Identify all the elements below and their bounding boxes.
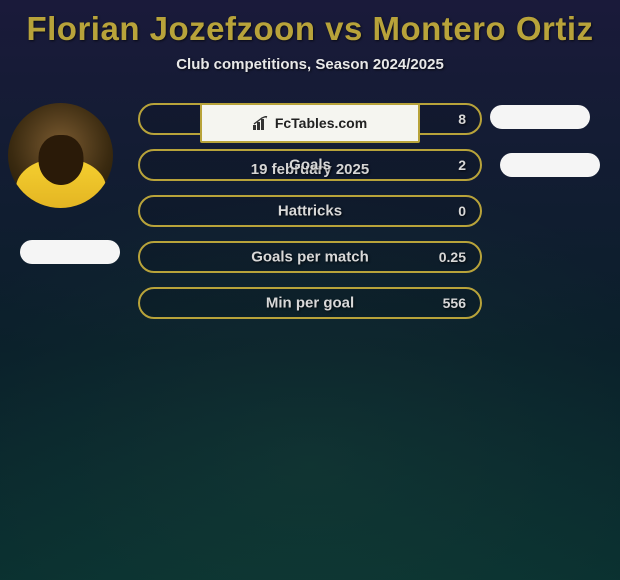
subtitle: Club competitions, Season 2024/2025 <box>0 56 620 73</box>
stat-value: 8 <box>458 111 466 127</box>
chart-icon <box>253 116 271 130</box>
stat-label: Goals per match <box>140 249 480 266</box>
stat-value: 0.25 <box>439 249 466 265</box>
stat-label: Min per goal <box>140 295 480 312</box>
stat-row: Goals2 <box>138 149 482 181</box>
player-left-avatar <box>8 103 113 208</box>
source-logo-text: FcTables.com <box>275 115 367 131</box>
player-left-name-pill <box>20 240 120 264</box>
stat-value: 0 <box>458 203 466 219</box>
stat-row: Min per goal556 <box>138 287 482 319</box>
stat-value: 2 <box>458 157 466 173</box>
stat-row: Hattricks0 <box>138 195 482 227</box>
stat-value: 556 <box>443 295 466 311</box>
source-logo[interactable]: FcTables.com <box>200 103 420 143</box>
stat-label: Goals <box>140 157 480 174</box>
stat-row: Goals per match0.25 <box>138 241 482 273</box>
player-right-pill-1 <box>490 105 590 129</box>
page-title: Florian Jozefzoon vs Montero Ortiz <box>0 10 620 48</box>
player-right-pill-2 <box>500 153 600 177</box>
stat-label: Hattricks <box>140 203 480 220</box>
comparison-card: Florian Jozefzoon vs Montero Ortiz Club … <box>0 0 620 440</box>
